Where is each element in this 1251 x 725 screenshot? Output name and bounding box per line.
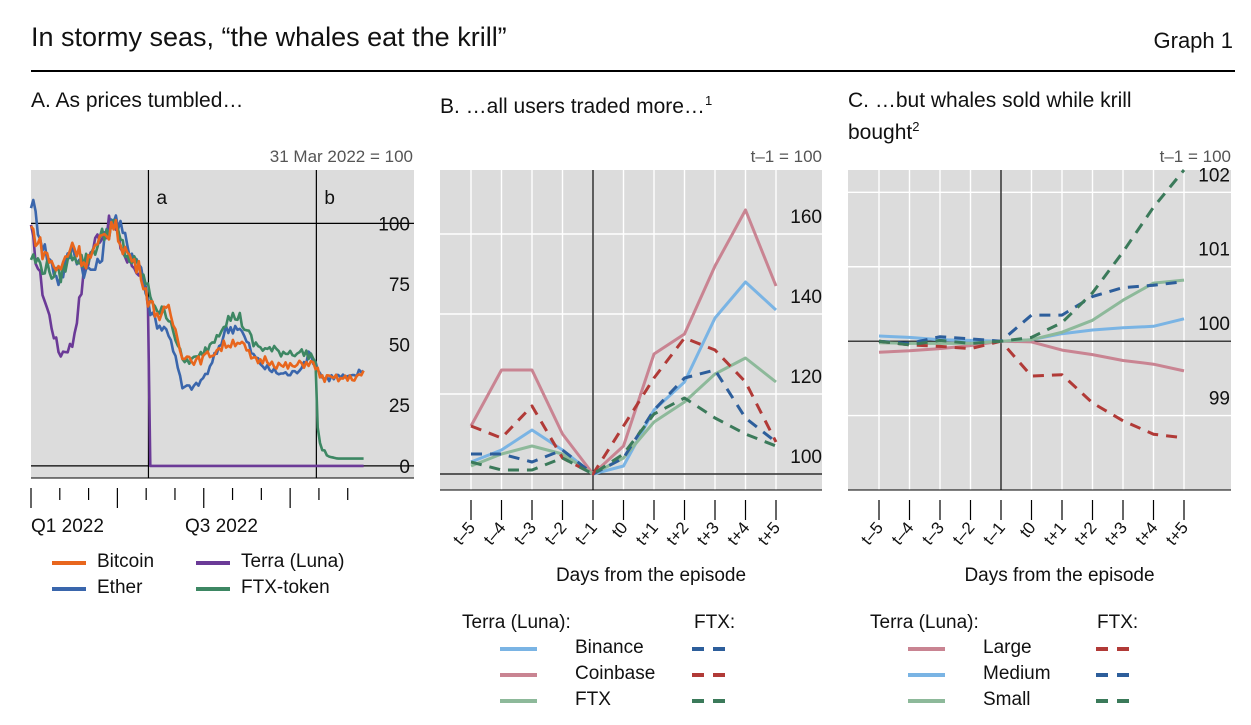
panel-a-ytick-0: 0 [399, 457, 410, 478]
panel-b-ytick-140: 140 [790, 287, 822, 308]
panel-c-xtick-label: t–4 [888, 518, 918, 548]
legend-label-ftx-exchange: FTX [575, 689, 611, 710]
panel-c-ytick-99: 99 [1209, 389, 1230, 410]
panel-b-xtick-label: t–5 [449, 518, 479, 548]
panel-b-series-coinbase-ftx [470, 336, 778, 476]
panel-c-ytick-102: 102 [1198, 165, 1230, 186]
panel-b-xtick-label: t+5 [754, 518, 784, 549]
legend-swatch-medium [908, 673, 945, 677]
legend-swatch-ftx-token [196, 587, 230, 591]
panel-a-event-label-a: a [156, 188, 167, 209]
panel-c-series-large-ftx [878, 339, 1185, 440]
legend-swatch-ftx-exchange [500, 699, 537, 703]
panel-b-xtick-label: t–3 [510, 518, 540, 548]
panel-c-xtick-label: t–3 [918, 518, 948, 548]
legend-swatch-bitcoin [52, 561, 86, 565]
legend-label-coinbase: Coinbase [575, 663, 656, 684]
panel-b-ytick-100: 100 [790, 447, 822, 468]
panel-c-footnote: 2 [912, 119, 920, 134]
panel-a-title: A. As prices tumbled… [31, 89, 244, 112]
legend-label-large: Large [983, 637, 1032, 658]
panel-a-xlabel-q1: Q1 2022 [31, 516, 104, 537]
legend-label-bitcoin: Bitcoin [97, 551, 155, 572]
panel-b-xtick-label: t+4 [724, 518, 754, 549]
panel-c-plot-area [848, 170, 1231, 490]
panel-c-title: C. …but whales sold while krill bought2 [848, 89, 1132, 144]
panel-b-xtick-label: t0 [608, 518, 632, 541]
panel-b-title: B. …all users traded more…1 [440, 93, 713, 118]
panel-b-series-coinbase-terra [469, 208, 778, 476]
panel-c-note: t–1 = 100 [1160, 147, 1231, 166]
panel-b-note: t–1 = 100 [751, 147, 822, 166]
legend-swatch-binance-ftx [692, 647, 729, 651]
panel-c-xtick-label: t+5 [1162, 518, 1192, 549]
legend-head-ftx-c: FTX: [1097, 612, 1139, 633]
panel-b-xtick-label: t–4 [480, 518, 510, 548]
panel-c-series-small-ftx [878, 169, 1186, 347]
title-rule [31, 70, 1235, 72]
panel-a-xlabel-q3: Q3 2022 [185, 516, 258, 537]
panel-a-note: 31 Mar 2022 = 100 [270, 147, 413, 166]
panel-b-xtick-label: t–2 [541, 518, 571, 548]
panel-c-series-medium-ftx [878, 280, 1185, 345]
legend-swatch-large [908, 647, 945, 651]
legend-swatch-coinbase-ftx [692, 673, 729, 677]
panel-a-plot-area [31, 170, 414, 478]
panel-c-xtick-label: t0 [1016, 518, 1040, 541]
panel-c-xlabel: Days from the episode [964, 565, 1154, 586]
panel-a-ytick-100: 100 [378, 214, 410, 235]
panel-c-xtick-label: t–2 [949, 518, 979, 548]
panel-c-xtick-label: t+3 [1101, 518, 1131, 549]
legend-label-ether: Ether [97, 577, 143, 598]
panel-b-xtick-label: t+2 [663, 518, 693, 549]
panel-b-ytick-120: 120 [790, 367, 822, 388]
legend-label-ftx-token: FTX-token [241, 577, 330, 598]
panel-c-xtick-label: t+4 [1132, 518, 1162, 549]
panel-c-ytick-101: 101 [1198, 240, 1230, 261]
panel-c-xtick-label: t–1 [979, 518, 1009, 548]
panel-c-xtick-label: t–5 [857, 518, 887, 548]
panel-b-xtick-label: t+3 [693, 518, 723, 549]
legend-head-ftx: FTX: [694, 612, 736, 633]
panel-a-ytick-75: 75 [389, 275, 410, 296]
panel-b-xtick-label: t+1 [632, 518, 662, 549]
legend-label-terra: Terra (Luna) [241, 551, 345, 572]
panel-c-ytick-100: 100 [1198, 314, 1230, 335]
legend-label-medium: Medium [983, 663, 1051, 684]
graph-title: In stormy seas, “the whales eat the kril… [31, 22, 507, 52]
panel-a-event-label-b: b [324, 188, 335, 209]
legend-swatch-binance [500, 647, 537, 651]
graph-number: Graph 1 [1153, 28, 1234, 53]
panel-b-plot-area [440, 170, 822, 490]
legend-head-terra: Terra (Luna): [462, 612, 571, 633]
legend-head-terra-c: Terra (Luna): [870, 612, 979, 633]
legend-swatch-small-ftx [1096, 699, 1133, 703]
legend-swatch-ftx-exchange-ftx [692, 699, 729, 703]
panel-b-footnote: 1 [704, 93, 713, 108]
legend-swatch-coinbase [500, 673, 537, 677]
panel-b-xtick-label: t–1 [571, 518, 601, 548]
legend-swatch-small [908, 699, 945, 703]
panel-b-series-ftx-terra [470, 356, 777, 476]
panel-b-xlabel: Days from the episode [556, 565, 746, 586]
legend-swatch-ether [52, 587, 86, 591]
panel-a-series-bitcoin [29, 218, 365, 384]
panel-a-ytick-25: 25 [389, 396, 410, 417]
panel-a-ytick-50: 50 [389, 336, 410, 357]
panel-c-series-small-terra [878, 278, 1185, 345]
legend-swatch-large-ftx [1096, 647, 1133, 651]
legend-swatch-terra [196, 561, 230, 565]
legend-label-binance: Binance [575, 637, 644, 658]
legend-label-small: Small [983, 689, 1031, 710]
panel-b-ytick-160: 160 [790, 207, 822, 228]
panel-c-series-large-terra [878, 339, 1185, 373]
legend-swatch-medium-ftx [1096, 673, 1133, 677]
panel-c-xtick-label: t+1 [1040, 518, 1070, 549]
panel-b-series-binance-terra [470, 280, 778, 476]
panel-c-xtick-label: t+2 [1071, 518, 1101, 549]
